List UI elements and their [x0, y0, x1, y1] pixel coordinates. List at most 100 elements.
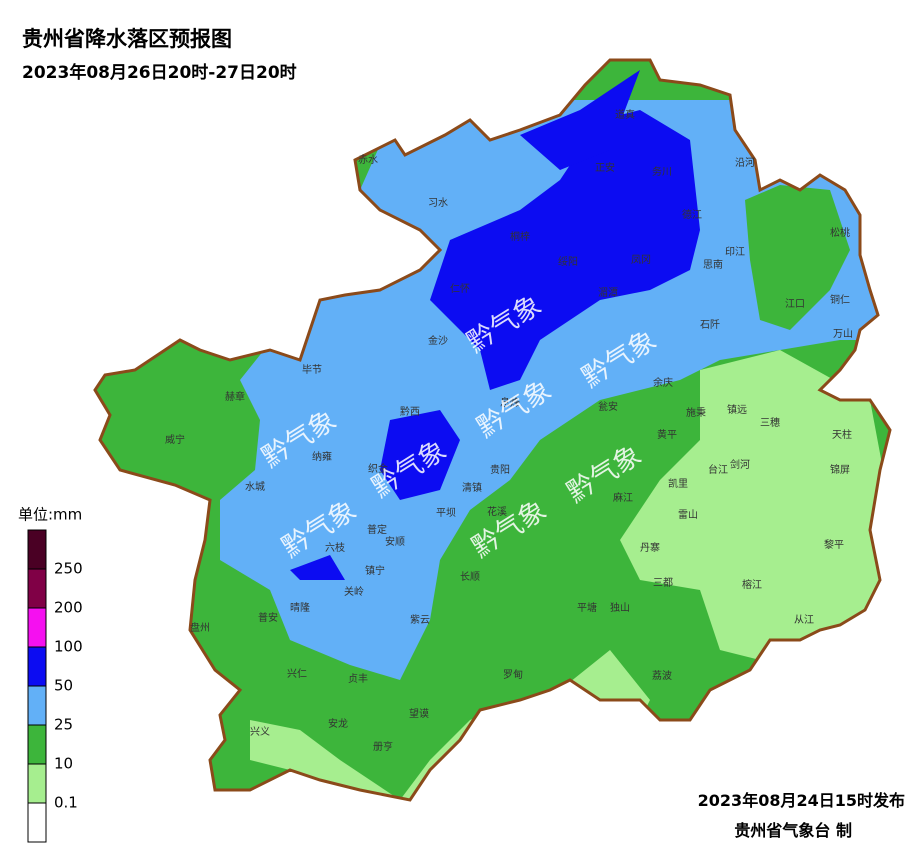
county-label: 习水 — [428, 197, 448, 209]
legend-unit: 单位:mm — [18, 506, 82, 524]
area-50-100 — [290, 555, 345, 580]
county-label: 息烽 — [500, 396, 520, 409]
county-label: 正安 — [595, 161, 615, 174]
county-label: 麻江 — [613, 491, 633, 504]
legend-swatch — [27, 724, 47, 765]
county-label: 镇远 — [727, 403, 747, 416]
map-title: 贵州省降水落区预报图 — [22, 27, 232, 51]
legend-swatch — [27, 763, 47, 804]
county-label: 盘州 — [190, 621, 210, 634]
legend-label: 50 — [54, 677, 73, 695]
county-label: 罗甸 — [503, 668, 523, 681]
county-label: 仁怀 — [450, 283, 470, 295]
county-label: 剑河 — [730, 458, 750, 471]
legend-label: 200 — [54, 599, 83, 617]
producer: 贵州省气象台 制 — [734, 821, 852, 840]
county-label: 晴隆 — [290, 601, 310, 614]
county-label: 黄平 — [657, 428, 677, 441]
county-label: 石阡 — [700, 319, 720, 331]
county-label: 湄潭 — [598, 287, 618, 299]
county-label: 桐梓 — [510, 230, 530, 243]
county-label: 铜仁 — [830, 294, 850, 306]
legend-swatch — [27, 646, 47, 687]
county-label: 台江 — [708, 463, 728, 476]
county-label: 务川 — [652, 165, 672, 178]
county-label: 松桃 — [830, 226, 850, 239]
county-label: 黔西 — [400, 405, 420, 418]
county-label: 兴仁 — [287, 668, 307, 680]
county-label: 兴义 — [250, 726, 270, 738]
county-label: 凤冈 — [631, 254, 651, 266]
county-label: 绥阳 — [558, 256, 578, 268]
county-label: 丹寨 — [640, 541, 660, 554]
county-label: 赤水 — [358, 154, 378, 166]
area-50-100 — [520, 70, 640, 170]
legend-label: 25 — [54, 716, 73, 734]
area-50-100 — [430, 110, 700, 390]
county-label: 沿河 — [735, 157, 755, 169]
county-label: 万山 — [833, 328, 853, 340]
legend-label: 10 — [54, 755, 73, 773]
issue-time: 2023年08月24日15时发布 — [698, 791, 905, 810]
legend-swatch — [27, 607, 47, 648]
county-label: 印江 — [725, 246, 745, 258]
county-label: 江口 — [785, 298, 805, 310]
county-label: 毕节 — [302, 363, 322, 376]
county-label: 荔波 — [652, 669, 672, 682]
county-label: 望谟 — [409, 707, 429, 720]
county-label: 织金 — [368, 462, 388, 475]
county-label: 凯里 — [668, 477, 688, 490]
area-10-25 — [745, 185, 850, 330]
county-label: 独山 — [610, 601, 630, 614]
county-label: 水城 — [245, 481, 265, 493]
county-label: 余庆 — [653, 376, 673, 389]
county-label: 金沙 — [428, 334, 448, 347]
county-label: 六枝 — [325, 541, 345, 554]
county-label: 天柱 — [832, 428, 852, 441]
county-label: 纳雍 — [312, 450, 332, 463]
county-label: 锦屏 — [830, 463, 850, 476]
county-label: 安顺 — [385, 535, 405, 548]
county-label: 紫云 — [410, 614, 430, 626]
county-label: 平塘 — [577, 601, 597, 614]
map-subtitle: 2023年08月26日20时-27日20时 — [22, 62, 297, 83]
county-label: 施秉 — [686, 406, 706, 419]
area-0-10 — [250, 650, 650, 800]
legend: 250 200 100 50 25 10 0.1 — [27, 529, 83, 843]
county-label: 安龙 — [328, 717, 348, 730]
county-label: 榕江 — [742, 578, 762, 591]
county-label: 赫章 — [225, 390, 245, 403]
county-label: 思南 — [703, 258, 723, 271]
legend-label: 250 — [54, 560, 83, 578]
county-label: 瓮安 — [598, 400, 618, 413]
legend-swatch — [27, 568, 47, 609]
legend-label: 0.1 — [54, 794, 78, 812]
legend-swatch — [27, 529, 47, 570]
county-label: 从江 — [794, 614, 814, 626]
county-label: 平坝 — [436, 507, 456, 519]
county-label: 清镇 — [462, 481, 482, 494]
legend-swatch — [27, 685, 47, 726]
county-label: 普安 — [258, 611, 278, 624]
county-label: 三都 — [653, 577, 673, 589]
county-label: 威宁 — [165, 433, 185, 446]
county-label: 三穗 — [760, 416, 780, 429]
county-label: 花溪 — [487, 505, 507, 518]
legend-swatch — [27, 802, 47, 843]
county-label: 黎平 — [824, 538, 844, 551]
county-label: 贞丰 — [348, 672, 368, 685]
area-50-100 — [380, 410, 460, 500]
county-label: 雷山 — [678, 509, 698, 521]
county-label: 德江 — [682, 208, 702, 221]
legend-label: 100 — [54, 638, 83, 656]
county-label: 普定 — [367, 523, 387, 536]
county-label: 道真 — [615, 108, 635, 121]
area-0-10 — [620, 350, 890, 660]
county-label: 册亨 — [373, 740, 393, 753]
county-label: 贵阳 — [490, 463, 510, 476]
county-label: 关岭 — [344, 585, 364, 598]
county-label: 长顺 — [460, 571, 480, 583]
